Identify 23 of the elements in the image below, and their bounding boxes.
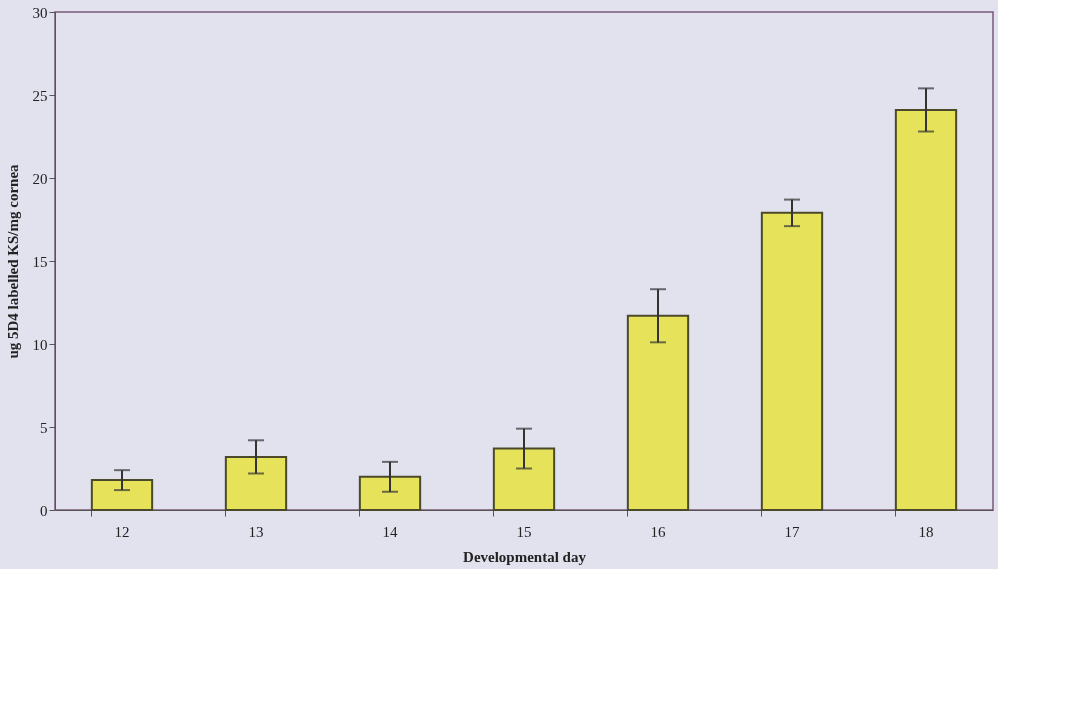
x-tick-label: 17 bbox=[784, 523, 800, 540]
bar bbox=[224, 455, 288, 511]
y-tick-label: 0 bbox=[40, 502, 48, 519]
y-tick-label: 10 bbox=[32, 336, 48, 353]
bar bbox=[894, 108, 958, 511]
x-tick-label: 18 bbox=[918, 523, 934, 540]
bar bbox=[358, 475, 422, 511]
y-tick-label: 25 bbox=[32, 87, 48, 104]
y-axis-title: ug 5D4 labelled KS/mg cornea bbox=[4, 163, 21, 359]
bar bbox=[626, 314, 690, 511]
x-tick-label: 16 bbox=[650, 523, 666, 540]
y-tick-label: 30 bbox=[32, 4, 48, 21]
bar bbox=[492, 447, 556, 511]
x-tick-label: 15 bbox=[516, 523, 532, 540]
y-tick-label: 20 bbox=[32, 170, 48, 187]
y-tick-label: 15 bbox=[32, 253, 48, 270]
x-tick-label: 13 bbox=[248, 523, 264, 540]
bar bbox=[90, 479, 154, 511]
x-tick-label: 14 bbox=[382, 523, 398, 540]
x-axis-title: Developmental day bbox=[463, 548, 587, 565]
x-tick-label: 12 bbox=[114, 523, 130, 540]
bar bbox=[760, 211, 824, 511]
y-tick-label: 5 bbox=[40, 419, 48, 436]
